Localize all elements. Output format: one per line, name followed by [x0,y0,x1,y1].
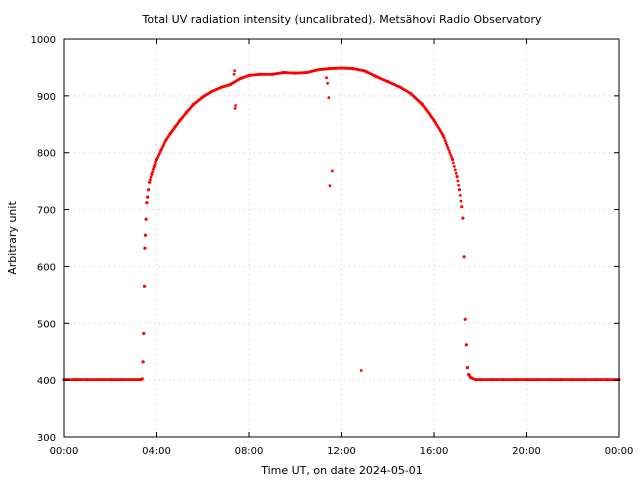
data-point [462,255,466,259]
data-point [463,317,467,321]
plot-frame [63,38,620,438]
data-point [459,199,463,203]
outlier-point [327,96,331,99]
data-point [443,139,447,142]
y-tick-label: 900 [37,92,56,103]
data-point [446,146,450,150]
data-point [449,153,452,157]
data-point [144,217,148,221]
data-point [453,168,457,172]
y-tick-label: 700 [37,206,56,217]
y-tick-label: 800 [37,149,56,160]
data-point [440,132,444,136]
outlier-point [328,184,332,188]
data-point [457,188,461,192]
data-point [168,133,171,137]
chart-title: Total UV radiation intensity (uncalibrat… [142,13,542,26]
outlier-point [326,81,329,85]
data-point [447,148,451,152]
x-tick-label: 16:00 [420,446,449,457]
data-point [142,284,147,288]
data-point [464,343,468,347]
outlier-point [234,104,238,107]
data-point [431,117,435,121]
data-point [452,165,456,168]
y-tick-label: 600 [37,262,56,273]
data-point [147,188,151,192]
data-point [448,151,452,154]
data-point [444,141,448,145]
y-tick-label: 1000 [31,35,56,46]
axis-ticks [63,38,620,438]
x-axis-label: Time UT, on date 2024-05-01 [260,464,423,477]
x-tick-label: 12:00 [327,446,356,457]
y-tick-label: 300 [37,433,56,444]
data-point [148,178,152,182]
data-point [420,102,423,105]
data-point [442,136,446,140]
data-point [149,175,153,179]
data-point [455,175,459,179]
data-point [146,195,150,199]
x-tick-label: 04:00 [142,446,171,457]
outlier-point [233,69,237,73]
x-tick-label: 00:00 [605,446,634,457]
data-point [142,331,146,336]
data-point [143,233,147,237]
data-points [62,66,621,382]
y-tick-label: 400 [37,376,56,387]
grid-lines [64,39,619,437]
outlier-point [233,107,237,110]
data-point [456,179,460,183]
y-tick-labels: 300 400 500 600 700 800 900 1000 [31,35,56,444]
outlier-point [359,369,363,372]
data-point [460,205,464,209]
outlier-point [325,76,328,80]
data-point [450,157,455,162]
data-point [153,163,157,166]
data-point [158,150,162,154]
data-point [154,160,158,164]
data-point [141,360,145,364]
data-point [177,120,181,124]
outlier-point [330,169,334,173]
data-point [450,155,453,159]
data-point [191,104,195,107]
y-axis-label: Arbitrary unit [6,201,19,275]
data-point [452,161,455,165]
data-point [163,140,167,144]
data-point [454,171,458,175]
data-point [148,180,152,184]
x-tick-label: 08:00 [235,446,264,457]
data-point [184,112,188,115]
x-tick-label: 00:00 [50,446,79,457]
outlier-point [232,72,236,76]
data-point [152,168,155,171]
data-point [461,216,465,220]
x-tick-label: 20:00 [512,446,541,457]
y-tick-label: 500 [37,319,56,330]
data-point [172,126,176,130]
x-tick-labels: 00:00 04:00 08:00 12:00 16:00 20:00 00:00 [50,446,634,457]
data-point [151,170,155,174]
data-point [445,143,449,147]
data-point [152,165,156,169]
data-point [458,194,462,197]
data-point [139,377,143,381]
data-point [145,201,149,205]
data-point [143,246,147,250]
data-point [465,366,470,370]
data-point [457,183,461,187]
data-point [150,172,154,176]
